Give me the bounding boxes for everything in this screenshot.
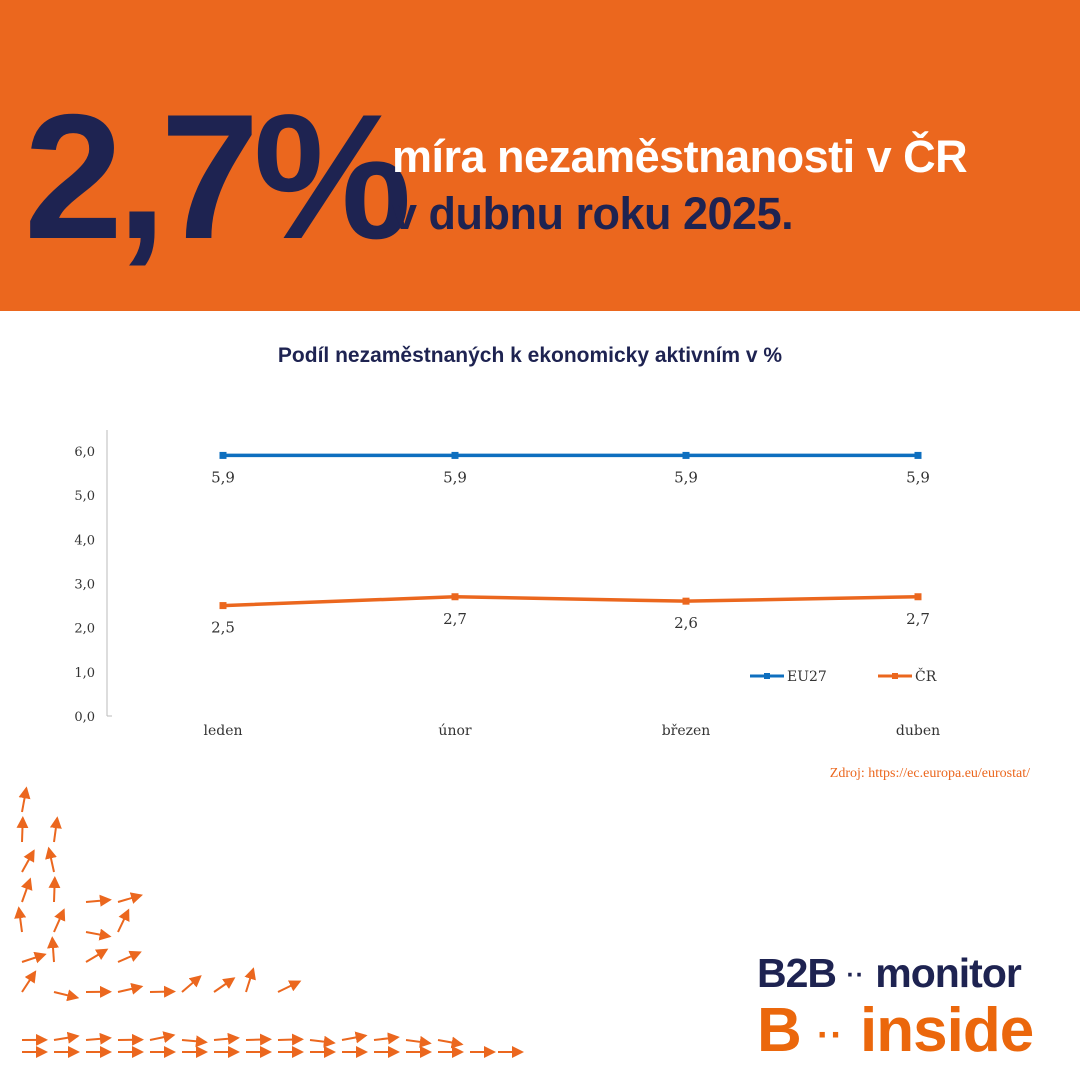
y-tick-label: 5,0 [74, 489, 95, 504]
data-label: 5,9 [211, 468, 235, 486]
headline-text: míra nezaměstnanosti v ČR v dubnu roku 2… [392, 128, 968, 242]
y-tick-label: 1,0 [74, 666, 95, 681]
data-point [914, 451, 922, 459]
legend-marker [764, 673, 770, 679]
logo-b-inside: B ·· inside [757, 995, 1034, 1066]
legend-label: ČR [915, 667, 937, 685]
logo-b2b-monitor: B2B ·· monitor [757, 950, 1022, 997]
arrow-icon [181, 1035, 208, 1048]
data-label: 2,6 [674, 614, 698, 632]
arrow-icon [341, 1031, 368, 1044]
headline-line-2: v dubnu roku 2025. [392, 188, 794, 239]
header-banner: 2,7% míra nezaměstnanosti v ČR v dubnu r… [0, 0, 1080, 311]
arrow-icon [21, 951, 47, 964]
arrow-icon [117, 892, 143, 904]
arrow-icon [53, 989, 80, 1002]
arrow-icon [117, 950, 142, 963]
arrow-icon [85, 894, 112, 907]
series-line-ČR [222, 594, 919, 608]
arrow-icon [277, 980, 302, 993]
data-point [219, 451, 227, 459]
x-tick-label: únor [438, 723, 471, 739]
arrow-icon [16, 816, 29, 843]
arrow-icon [277, 1033, 304, 1046]
arrow-icon [45, 846, 57, 873]
arrow-icon [117, 908, 130, 933]
arrow-icon [85, 1032, 112, 1045]
data-label: 5,9 [674, 468, 698, 486]
arrow-icon [18, 786, 31, 813]
legend-marker [892, 673, 898, 679]
source-link[interactable]: Zdroj: https://ec.europa.eu/eurostat/ [829, 766, 1030, 781]
headline-line-1: míra nezaměstnanosti v ČR [392, 131, 968, 182]
data-label: 2,7 [443, 610, 467, 628]
arrows-decoration [14, 786, 524, 1058]
x-tick-label: březen [662, 723, 711, 739]
arrow-icon [14, 906, 27, 933]
data-point [682, 597, 690, 605]
y-tick-label: 4,0 [74, 533, 95, 548]
data-point [451, 593, 459, 601]
chart-title: Podíl nezaměstnaných k ekonomicky aktivn… [277, 344, 783, 367]
arrow-icon [213, 1032, 240, 1045]
arrow-icon [373, 1032, 400, 1045]
arrow-icon [49, 816, 62, 843]
arrow-icon [48, 876, 61, 903]
data-point [914, 593, 922, 601]
arrow-icon [21, 877, 33, 903]
data-point [219, 602, 227, 610]
headline-value: 2,7% [24, 77, 412, 276]
logo-text: B2B [757, 950, 837, 996]
arrow-icon [244, 967, 256, 993]
arrow-icon [21, 849, 35, 873]
arrow-icon [405, 1035, 432, 1048]
logo-text: monitor [875, 950, 1022, 996]
data-label: 2,5 [211, 619, 235, 637]
arrow-icon [213, 977, 236, 993]
logo-dots: ·· [817, 1013, 844, 1056]
arrow-icon [85, 928, 112, 941]
y-tick-label: 2,0 [74, 622, 95, 637]
arrow-icon [85, 948, 109, 963]
y-tick-label: 3,0 [74, 578, 95, 593]
data-point [682, 451, 690, 459]
logo-dots: ·· [846, 962, 865, 990]
arrow-icon [437, 1036, 464, 1049]
data-point [451, 451, 459, 459]
arrow-icon [149, 1031, 176, 1044]
arrow-icon [181, 975, 202, 993]
arrow-icon [53, 1031, 80, 1044]
logo-text: B [757, 996, 802, 1065]
x-tick-label: duben [896, 723, 940, 739]
y-tick-label: 6,0 [74, 445, 95, 460]
arrow-icon [21, 970, 37, 993]
arrow-icon [47, 936, 59, 963]
arrow-icon [53, 908, 66, 933]
legend-label: EU27 [787, 669, 827, 685]
arrow-icon [245, 1033, 272, 1046]
logo-text: inside [860, 996, 1034, 1065]
y-tick-label: 0,0 [74, 710, 95, 725]
data-label: 2,7 [906, 610, 930, 628]
arrow-icon [117, 983, 144, 995]
x-tick-label: leden [203, 723, 242, 739]
data-label: 5,9 [906, 468, 930, 486]
arrow-icon [309, 1035, 336, 1048]
data-label: 5,9 [443, 468, 467, 486]
